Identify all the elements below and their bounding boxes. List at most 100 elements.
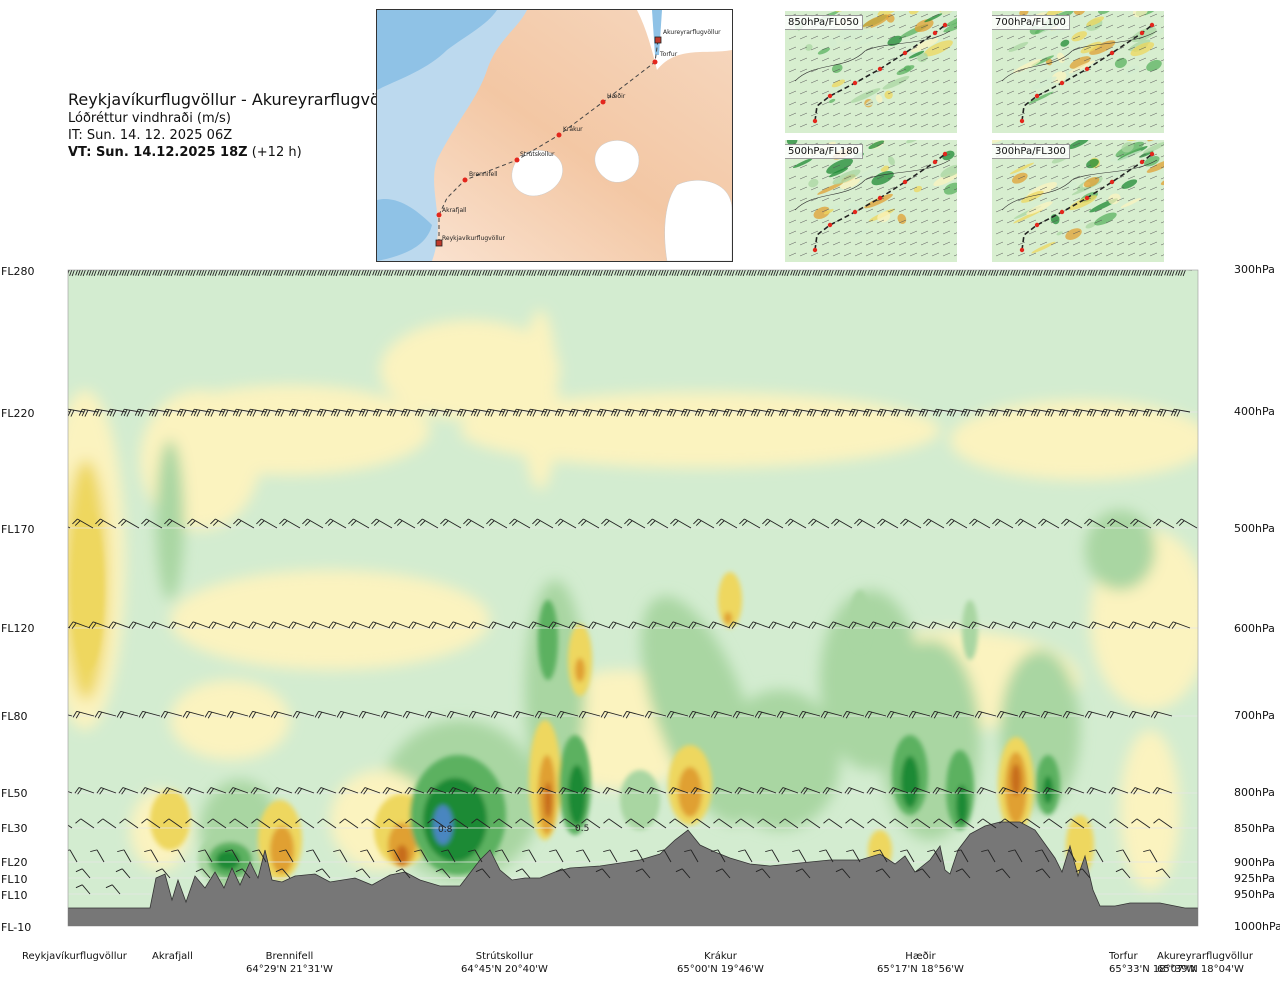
wind-barb [748, 621, 771, 629]
mini-wind-barb [865, 175, 874, 180]
mini-wind-barb [931, 90, 940, 95]
wind-barb [528, 621, 551, 629]
wind-barb [371, 518, 393, 529]
mini-field-patch [1065, 181, 1077, 191]
mini-coastline [1001, 30, 1158, 82]
wind-barb [602, 787, 623, 795]
mini-wind-barb [1039, 252, 1048, 257]
mini-wind-barb [909, 219, 918, 224]
mini-wind-barb [876, 142, 885, 147]
waypoint-coord: 64°45'N 20°40'W [461, 964, 548, 975]
mini-wind-barb [1050, 186, 1059, 191]
mini-wind-barb [1127, 24, 1136, 29]
mini-wind-barb [909, 101, 918, 106]
mini-wind-barb [1105, 241, 1114, 246]
mini-wind-barb [920, 208, 929, 213]
wind-barb [1084, 518, 1106, 529]
wind-barb [923, 518, 945, 529]
mini-wind-barb [953, 15, 957, 18]
fl-label-fl80: FL80 [1, 710, 28, 723]
contour-field-blob [522, 310, 558, 490]
mini-wind-barb [887, 208, 896, 213]
mini-wind-barb [909, 13, 918, 18]
mini-wind-barb [1160, 177, 1164, 180]
mini-field-patch [826, 158, 853, 174]
wind-barb [844, 787, 865, 795]
wind-barb [522, 849, 537, 863]
mini-wind-barb [854, 241, 863, 246]
wind-barb [229, 818, 249, 829]
mini-wind-barb [1006, 186, 1015, 191]
wind-barb [138, 710, 161, 719]
mini-wind-barb [865, 46, 874, 51]
wind-barb [888, 787, 909, 795]
mini-wind-barb [1116, 35, 1125, 40]
mini-field-patch [882, 75, 910, 90]
wind-barb [757, 818, 777, 829]
wind-barb [251, 818, 271, 829]
mini-wind-barb [788, 175, 797, 180]
mini-wind-barb [1050, 164, 1059, 169]
mini-wind-barb [865, 35, 874, 40]
mini-wind-barb [1160, 221, 1164, 224]
mini-wind-barb [788, 164, 797, 169]
mini-wind-barb [832, 68, 841, 73]
mini-wind-barb [887, 24, 896, 29]
mini-field-patch [840, 176, 861, 190]
mini-wind-barb [909, 35, 918, 40]
wind-barb [361, 818, 381, 829]
wind-barb [90, 849, 105, 863]
mini-wind-barb [995, 79, 1004, 84]
mini-field-patch [1130, 42, 1155, 57]
mini-wind-barb [920, 230, 929, 235]
mini-route-point [942, 22, 948, 28]
mini-wind-barb [1006, 79, 1015, 84]
mini-wind-barb [1094, 186, 1103, 191]
wind-barb [1142, 270, 1159, 277]
wind-barb [233, 518, 255, 529]
wind-barb [1065, 818, 1085, 829]
wind-barb [1043, 818, 1063, 829]
mini-wind-barb [953, 199, 957, 202]
mini-field-patch [786, 140, 798, 146]
wind-barb [946, 518, 968, 529]
mini-wind-barb [1094, 101, 1103, 106]
wind-barb [382, 787, 403, 795]
mini-field-patch [1060, 39, 1070, 47]
mini-wind-barb [942, 175, 951, 180]
mini-wind-barb [942, 90, 951, 95]
mini-coastline [794, 30, 951, 82]
mini-wind-barb [865, 57, 874, 62]
mini-wind-barb [1105, 24, 1114, 29]
mini-wind-barb [1116, 252, 1125, 257]
mini-wind-barb [1028, 123, 1037, 128]
mini-wind-barb [1094, 164, 1103, 169]
mini-wind-barb [799, 252, 808, 257]
mini-wind-barb [1083, 208, 1092, 213]
mini-wind-barb [995, 164, 1004, 169]
mini-wind-barb [898, 208, 907, 213]
mini-route-point [877, 66, 883, 72]
contour-core-blob [575, 658, 585, 682]
mini-wind-barb [1050, 101, 1059, 106]
mini-wind-barb [1017, 186, 1026, 191]
mini-wind-barb [931, 24, 940, 29]
mini-wind-barb [1094, 197, 1103, 202]
mini-route-line [814, 24, 946, 122]
wind-barb [386, 408, 407, 417]
mini-wind-barb [1006, 241, 1015, 246]
mini-wind-barb [1116, 123, 1125, 128]
wind-barb [1040, 710, 1063, 719]
mini-wind-barb [1138, 153, 1147, 158]
mini-wind-barb [995, 175, 1004, 180]
wind-barb [36, 850, 50, 862]
mini-field-patch [841, 26, 871, 42]
mini-wind-barb [1017, 46, 1026, 51]
mini-wind-barb [876, 219, 885, 224]
contour-field-blob [170, 680, 290, 760]
mini-wind-barb [1105, 164, 1114, 169]
mini-wind-barb [1050, 79, 1059, 84]
wind-barb [1035, 849, 1050, 863]
mini-wind-barb [832, 208, 841, 213]
mini-wind-barb [1072, 219, 1081, 224]
